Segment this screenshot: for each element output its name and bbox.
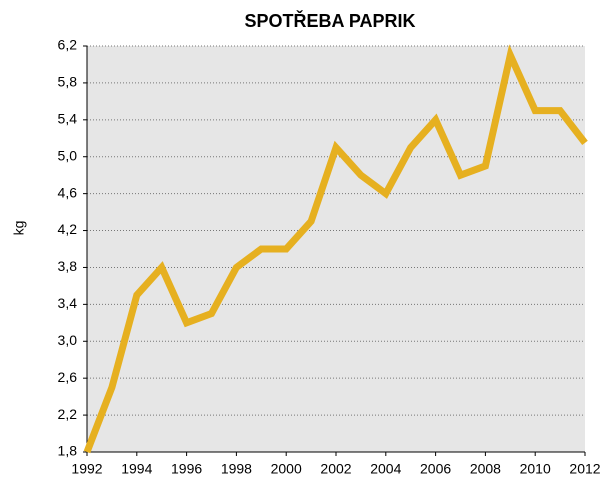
x-tick-label: 1992 bbox=[71, 461, 102, 477]
x-tick-label: 2008 bbox=[470, 461, 501, 477]
y-tick-label: 5,8 bbox=[58, 74, 78, 90]
y-tick-label: 3,8 bbox=[58, 258, 78, 274]
x-tick-label: 1996 bbox=[171, 461, 202, 477]
y-tick-label: 2,6 bbox=[58, 369, 78, 385]
chart-title: SPOTŘEBA PAPRIK bbox=[244, 10, 415, 31]
y-tick-label: 5,0 bbox=[58, 147, 78, 163]
y-tick-label: 2,2 bbox=[58, 406, 78, 422]
x-tick-label: 2012 bbox=[569, 461, 600, 477]
y-tick-label: 4,2 bbox=[58, 221, 78, 237]
x-tick-label: 2000 bbox=[271, 461, 302, 477]
y-tick-label: 1,8 bbox=[58, 443, 78, 459]
y-tick-label: 4,6 bbox=[58, 184, 78, 200]
y-tick-label: 3,0 bbox=[58, 332, 78, 348]
x-tick-label: 2010 bbox=[520, 461, 551, 477]
y-axis-label: kg bbox=[11, 221, 27, 236]
x-tick-label: 1998 bbox=[221, 461, 252, 477]
x-tick-label: 2002 bbox=[320, 461, 351, 477]
x-tick-label: 2004 bbox=[370, 461, 401, 477]
x-tick-label: 1994 bbox=[121, 461, 152, 477]
plot-area bbox=[87, 46, 585, 452]
y-tick-label: 6,2 bbox=[58, 37, 78, 53]
x-tick-label: 2006 bbox=[420, 461, 451, 477]
y-tick-label: 5,4 bbox=[58, 111, 78, 127]
data-line bbox=[83, 44, 588, 454]
y-tick-label: 3,4 bbox=[58, 295, 78, 311]
